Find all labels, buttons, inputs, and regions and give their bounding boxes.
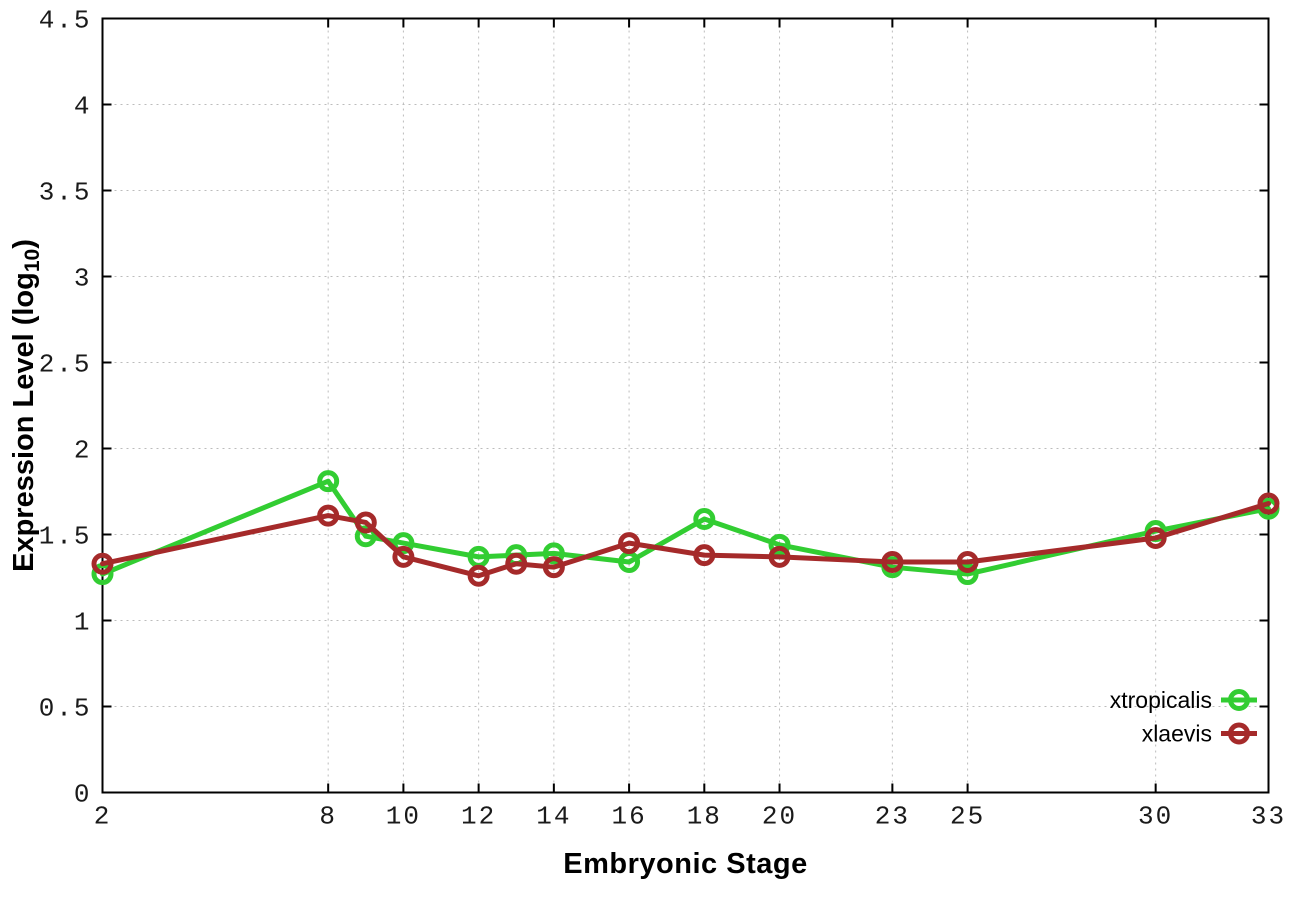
y-tick-label: 0.5 xyxy=(39,694,92,724)
x-tick-label: 18 xyxy=(687,802,722,832)
x-tick-label: 12 xyxy=(461,802,496,832)
y-tick-label: 0 xyxy=(74,780,92,810)
grid-lines xyxy=(102,18,1269,793)
data-point-xlaevis xyxy=(693,544,716,567)
data-point-xtropicalis xyxy=(693,508,716,531)
x-tick-label: 20 xyxy=(762,802,797,832)
data-point-xlaevis xyxy=(618,532,641,555)
data-point-xtropicalis xyxy=(317,470,340,493)
data-point-xlaevis xyxy=(1144,526,1167,549)
data-point-xtropicalis xyxy=(768,533,791,556)
y-axis-title-subscript: 10 xyxy=(20,248,44,272)
legend-item-xlaevis: xlaevis xyxy=(1142,721,1257,747)
plot-border xyxy=(101,17,1270,794)
y-tick-label: 2.5 xyxy=(39,350,92,380)
data-point-xlaevis xyxy=(768,545,791,568)
data-point-xtropicalis xyxy=(542,542,565,565)
y-tick-label: 4 xyxy=(74,92,92,122)
legend-label-xtropicalis: xtropicalis xyxy=(1110,687,1212,713)
series-xlaevis xyxy=(91,492,1280,587)
y-axis-title-close: ) xyxy=(7,238,40,249)
axis-ticks xyxy=(101,17,1270,794)
y-axis-title-text: Expression Level (log xyxy=(7,271,40,572)
data-point-xlaevis xyxy=(542,556,565,579)
data-point-xtropicalis xyxy=(392,532,415,555)
series-line-xlaevis xyxy=(100,501,1271,579)
legend-marker-xlaevis xyxy=(1228,722,1250,745)
data-point-xtropicalis xyxy=(354,525,377,548)
y-tick-label: 3 xyxy=(74,264,92,294)
data-point-xlaevis xyxy=(354,511,377,534)
y-tick-label: 4.5 xyxy=(39,6,92,36)
tick-labels: 0 0.5 1 1.5 2 2.5 3 3.5 4 4.5 2 8 10 12 14 16 18 20 23 25 30… xyxy=(39,6,1286,832)
x-tick-label: 14 xyxy=(536,802,571,832)
x-tick-label: 10 xyxy=(386,802,421,832)
x-tick-label: 8 xyxy=(319,802,337,832)
legend: xtropicalis xlaevis xyxy=(1110,687,1257,747)
legend-marker-xtropicalis xyxy=(1228,689,1250,711)
legend-item-xtropicalis: xtropicalis xyxy=(1110,687,1257,713)
data-point-xlaevis xyxy=(317,504,340,527)
x-tick-label: 16 xyxy=(611,802,646,832)
data-point-xlaevis xyxy=(1257,492,1280,515)
y-tick-label: 1.5 xyxy=(39,522,92,552)
data-point-xlaevis xyxy=(467,564,490,587)
data-point-xlaevis xyxy=(392,545,415,568)
y-tick-label: 3.5 xyxy=(39,178,92,208)
y-tick-label: 1 xyxy=(74,608,92,638)
x-tick-label: 2 xyxy=(94,802,112,832)
x-axis-title: Embryonic Stage xyxy=(563,848,808,880)
data-point-xlaevis xyxy=(956,551,979,574)
data-point-xlaevis xyxy=(881,551,904,574)
data-point-xlaevis xyxy=(505,552,528,575)
data-point-xtropicalis xyxy=(956,563,979,586)
x-tick-label: 25 xyxy=(950,802,985,832)
x-tick-label: 23 xyxy=(875,802,910,832)
x-tick-label: 33 xyxy=(1251,802,1286,832)
y-axis-title: Expression Level (log10) xyxy=(2,0,46,810)
data-point-xlaevis xyxy=(91,552,114,575)
x-tick-label: 30 xyxy=(1138,802,1173,832)
y-tick-label: 2 xyxy=(74,436,92,466)
legend-label-xlaevis: xlaevis xyxy=(1142,721,1212,747)
